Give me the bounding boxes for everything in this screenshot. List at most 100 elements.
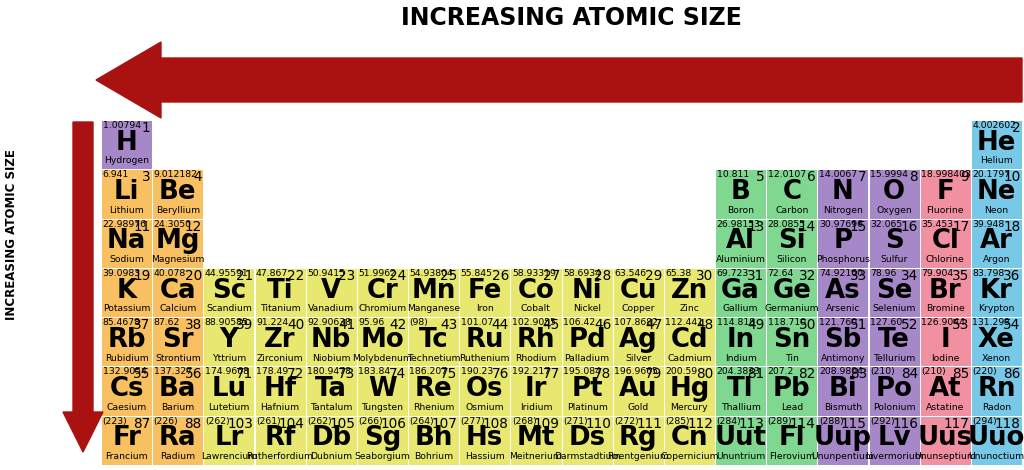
Text: 84: 84 bbox=[901, 368, 919, 382]
Text: Arsenic: Arsenic bbox=[825, 304, 860, 313]
Text: Radon: Radon bbox=[982, 403, 1011, 412]
Text: Rn: Rn bbox=[977, 376, 1016, 402]
Text: Cobalt: Cobalt bbox=[521, 304, 551, 313]
Text: Bh: Bh bbox=[415, 425, 453, 451]
Bar bbox=[971, 415, 1022, 465]
Bar bbox=[306, 268, 356, 317]
Text: Roentgenium: Roentgenium bbox=[607, 452, 670, 461]
Text: Rubidium: Rubidium bbox=[104, 353, 148, 362]
Text: (284): (284) bbox=[717, 417, 741, 426]
Text: Co: Co bbox=[517, 277, 554, 304]
Text: (266): (266) bbox=[358, 417, 383, 426]
Text: Osmium: Osmium bbox=[466, 403, 504, 412]
Text: Re: Re bbox=[415, 376, 453, 402]
Text: 86: 86 bbox=[1004, 368, 1021, 382]
Text: 44: 44 bbox=[492, 318, 509, 332]
Text: Na: Na bbox=[106, 228, 146, 254]
Text: S: S bbox=[885, 228, 903, 254]
Bar bbox=[356, 415, 408, 465]
Text: 116: 116 bbox=[892, 417, 919, 431]
Text: Ruthenium: Ruthenium bbox=[460, 353, 510, 362]
Bar bbox=[664, 367, 715, 415]
Text: 37: 37 bbox=[133, 318, 151, 332]
Bar bbox=[204, 367, 255, 415]
Text: (262): (262) bbox=[205, 417, 229, 426]
Bar bbox=[868, 169, 920, 219]
FancyArrow shape bbox=[63, 122, 103, 452]
Text: Mn: Mn bbox=[412, 277, 456, 304]
Text: 47.867: 47.867 bbox=[256, 269, 288, 278]
Text: 51: 51 bbox=[850, 318, 867, 332]
Text: Br: Br bbox=[929, 277, 962, 304]
Text: Tantalum: Tantalum bbox=[310, 403, 352, 412]
Text: 131.293: 131.293 bbox=[973, 318, 1011, 327]
Text: 18.998403: 18.998403 bbox=[922, 170, 971, 179]
Text: 24.3050: 24.3050 bbox=[154, 219, 191, 228]
Text: Db: Db bbox=[311, 425, 351, 451]
Text: Gold: Gold bbox=[628, 403, 649, 412]
Bar bbox=[817, 317, 868, 367]
Text: INCREASING ATOMIC SIZE: INCREASING ATOMIC SIZE bbox=[401, 6, 742, 30]
Bar bbox=[204, 268, 255, 317]
Text: Ununpentium: Ununpentium bbox=[811, 452, 874, 461]
Text: Argon: Argon bbox=[983, 255, 1010, 264]
Text: 121.760: 121.760 bbox=[819, 318, 857, 327]
Text: Bromine: Bromine bbox=[926, 304, 965, 313]
Bar bbox=[356, 367, 408, 415]
Text: 50.9415: 50.9415 bbox=[307, 269, 345, 278]
Text: Vanadium: Vanadium bbox=[308, 304, 354, 313]
Bar bbox=[971, 268, 1022, 317]
Text: 40.078: 40.078 bbox=[154, 269, 186, 278]
Text: Sulfur: Sulfur bbox=[881, 255, 907, 264]
Text: Phosphorus: Phosphorus bbox=[816, 255, 870, 264]
Text: Ne: Ne bbox=[977, 179, 1016, 205]
Bar bbox=[664, 268, 715, 317]
Text: Ga: Ga bbox=[721, 277, 760, 304]
Text: Rutherfordium: Rutherfordium bbox=[247, 452, 313, 461]
Text: 186.207: 186.207 bbox=[410, 368, 447, 376]
Text: Pd: Pd bbox=[568, 327, 606, 353]
Text: Selenium: Selenium bbox=[872, 304, 915, 313]
Text: Uup: Uup bbox=[814, 425, 871, 451]
Text: INCREASING ATOMIC SIZE: INCREASING ATOMIC SIZE bbox=[5, 149, 18, 321]
Text: 41: 41 bbox=[338, 318, 355, 332]
Text: 46: 46 bbox=[594, 318, 611, 332]
Bar bbox=[153, 367, 204, 415]
Text: 137.327: 137.327 bbox=[154, 368, 191, 376]
Text: 71: 71 bbox=[236, 368, 253, 382]
Text: Ds: Ds bbox=[568, 425, 605, 451]
Bar bbox=[920, 219, 971, 268]
Text: 48: 48 bbox=[696, 318, 714, 332]
Text: (264): (264) bbox=[410, 417, 434, 426]
Text: Helium: Helium bbox=[980, 157, 1013, 165]
Bar bbox=[612, 415, 664, 465]
Text: Flerovium: Flerovium bbox=[769, 452, 815, 461]
Text: Silver: Silver bbox=[625, 353, 651, 362]
Text: Xe: Xe bbox=[978, 327, 1015, 353]
Bar bbox=[971, 317, 1022, 367]
Text: 35: 35 bbox=[952, 269, 970, 283]
Bar bbox=[766, 317, 817, 367]
Text: 78: 78 bbox=[594, 368, 611, 382]
Text: N: N bbox=[833, 179, 854, 205]
Text: 20.1797: 20.1797 bbox=[973, 170, 1011, 179]
Text: Hafnium: Hafnium bbox=[260, 403, 300, 412]
Text: Iron: Iron bbox=[476, 304, 494, 313]
Bar bbox=[153, 415, 204, 465]
Text: Seaborgium: Seaborgium bbox=[354, 452, 411, 461]
Text: (210): (210) bbox=[922, 368, 946, 376]
Text: 12: 12 bbox=[184, 219, 202, 234]
Text: Ca: Ca bbox=[160, 277, 196, 304]
Text: Hf: Hf bbox=[263, 376, 297, 402]
Bar bbox=[356, 268, 408, 317]
Bar bbox=[306, 367, 356, 415]
Text: Meitnerium: Meitnerium bbox=[510, 452, 562, 461]
Text: C: C bbox=[782, 179, 801, 205]
Bar bbox=[868, 415, 920, 465]
Bar bbox=[408, 415, 459, 465]
Text: Bismuth: Bismuth bbox=[824, 403, 862, 412]
Text: Mo: Mo bbox=[360, 327, 404, 353]
Bar bbox=[920, 268, 971, 317]
Text: 12.0107: 12.0107 bbox=[768, 170, 806, 179]
Text: Lawrencium: Lawrencium bbox=[201, 452, 257, 461]
